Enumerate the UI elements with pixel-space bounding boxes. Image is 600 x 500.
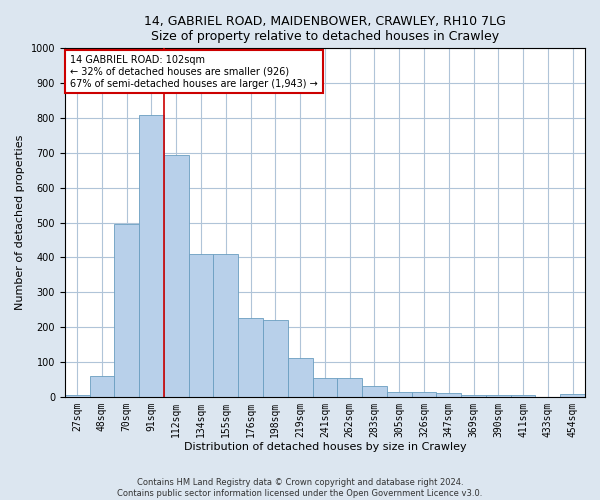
Bar [436,394,461,397]
Bar [461,395,486,397]
Bar [115,224,139,397]
Bar [337,378,362,397]
Bar [288,358,313,397]
Text: 14 GABRIEL ROAD: 102sqm
← 32% of detached houses are smaller (926)
67% of semi-d: 14 GABRIEL ROAD: 102sqm ← 32% of detache… [70,56,318,88]
Bar [263,320,288,397]
Bar [238,318,263,397]
Bar [164,154,188,397]
Y-axis label: Number of detached properties: Number of detached properties [15,135,25,310]
X-axis label: Distribution of detached houses by size in Crawley: Distribution of detached houses by size … [184,442,466,452]
Bar [560,394,585,397]
Bar [89,376,115,397]
Bar [214,254,238,397]
Bar [387,392,412,397]
Bar [511,395,535,397]
Text: Contains HM Land Registry data © Crown copyright and database right 2024.
Contai: Contains HM Land Registry data © Crown c… [118,478,482,498]
Bar [412,392,436,397]
Bar [313,378,337,397]
Bar [188,254,214,397]
Bar [139,114,164,397]
Bar [362,386,387,397]
Title: 14, GABRIEL ROAD, MAIDENBOWER, CRAWLEY, RH10 7LG
Size of property relative to de: 14, GABRIEL ROAD, MAIDENBOWER, CRAWLEY, … [144,15,506,43]
Bar [486,395,511,397]
Bar [65,395,89,397]
